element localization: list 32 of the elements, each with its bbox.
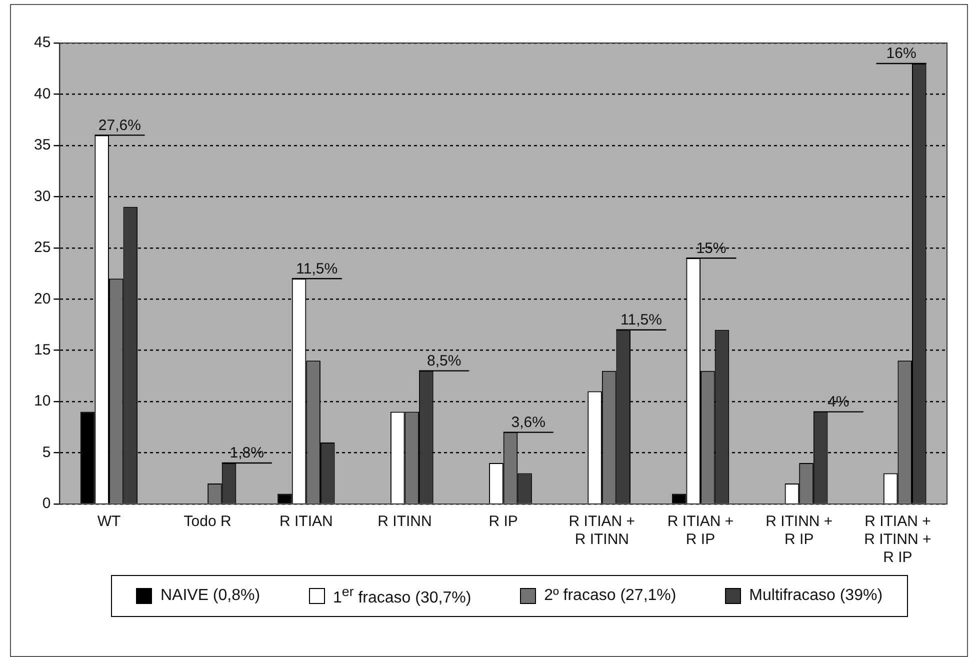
y-tick-label: 30 bbox=[34, 188, 51, 205]
y-tick-label: 10 bbox=[34, 392, 51, 410]
y-tick-label: 20 bbox=[34, 290, 51, 308]
x-tick-label: R IP bbox=[488, 513, 518, 530]
annotation: 8,5% bbox=[426, 352, 462, 370]
y-tick-label: 5 bbox=[42, 444, 51, 461]
x-tick-label: R ITINN + R IP bbox=[766, 513, 833, 548]
legend-label: Multifracaso (39%) bbox=[749, 587, 883, 605]
x-tick-label: R ITINN bbox=[378, 513, 432, 530]
annotation: 1,8% bbox=[230, 444, 264, 462]
annotation: 11,5% bbox=[620, 311, 662, 328]
x-tick-label: WT bbox=[97, 513, 121, 530]
legend-label: 1$^{er}$ fracaso (30,7%) bbox=[333, 584, 472, 608]
legend-label: NAIVE (0,8%) bbox=[160, 587, 260, 605]
annotation: 27,6% bbox=[98, 116, 141, 134]
y-tick-label: 25 bbox=[34, 239, 51, 256]
x-tick-label: R ITIAN + R ITINN + R IP bbox=[864, 513, 932, 566]
annotation: 4% bbox=[828, 393, 850, 410]
annotation: 11,5% bbox=[296, 260, 338, 278]
annotation: 3,6% bbox=[511, 414, 546, 431]
y-tick-label: 15 bbox=[34, 341, 51, 358]
y-tick-label: 45 bbox=[34, 34, 51, 52]
y-tick-label: 35 bbox=[34, 136, 51, 154]
x-tick-label: R ITIAN bbox=[279, 513, 333, 530]
legend-label: 2º fracaso (27,1%) bbox=[544, 587, 676, 605]
annotation: 15% bbox=[696, 240, 726, 257]
y-tick-label: 0 bbox=[42, 495, 51, 512]
x-tick-label: R ITIAN + R IP bbox=[667, 513, 734, 548]
y-tick-label: 40 bbox=[34, 85, 51, 102]
annotation: 16% bbox=[886, 45, 916, 62]
x-tick-label: R ITIAN + R ITINN bbox=[568, 513, 636, 548]
x-tick-label: Todo R bbox=[184, 513, 232, 530]
